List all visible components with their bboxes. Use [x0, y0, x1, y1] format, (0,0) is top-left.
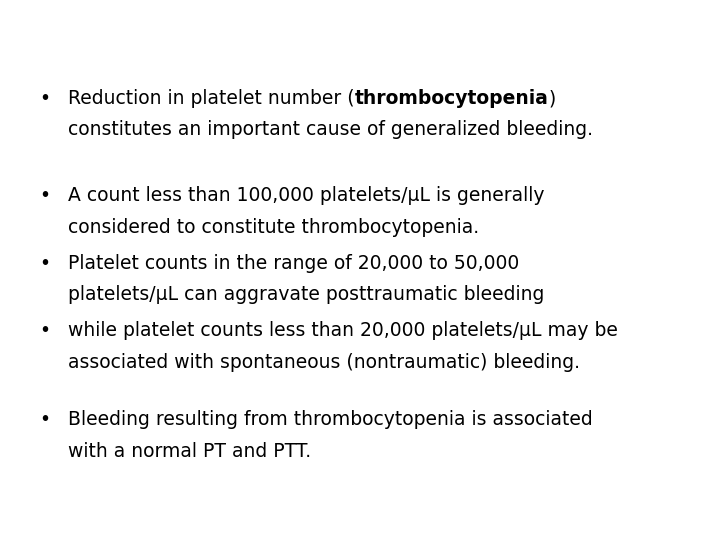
Text: constitutes an important cause of generalized bleeding.: constitutes an important cause of genera… [68, 120, 593, 139]
Text: •: • [40, 89, 50, 108]
Text: associated with spontaneous (nontraumatic) bleeding.: associated with spontaneous (nontraumati… [68, 353, 580, 372]
Text: Bleeding resulting from thrombocytopenia is associated: Bleeding resulting from thrombocytopenia… [68, 410, 593, 429]
Text: ): ) [549, 89, 562, 108]
Text: •: • [40, 410, 50, 429]
Text: •: • [40, 254, 50, 273]
Text: •: • [40, 186, 50, 205]
Text: considered to constitute thrombocytopenia.: considered to constitute thrombocytopeni… [68, 218, 480, 237]
Text: Platelet counts in the range of 20,000 to 50,000: Platelet counts in the range of 20,000 t… [68, 254, 520, 273]
Text: A count less than 100,000 platelets/μL is generally: A count less than 100,000 platelets/μL i… [68, 186, 545, 205]
Text: •: • [40, 321, 50, 340]
Text: thrombocytopenia: thrombocytopenia [355, 89, 549, 108]
Text: with a normal PT and PTT.: with a normal PT and PTT. [68, 442, 312, 461]
Text: Reduction in platelet number (: Reduction in platelet number ( [68, 89, 355, 108]
Text: while platelet counts less than 20,000 platelets/μL may be: while platelet counts less than 20,000 p… [68, 321, 618, 340]
Text: platelets/μL can aggravate posttraumatic bleeding: platelets/μL can aggravate posttraumatic… [68, 285, 545, 304]
